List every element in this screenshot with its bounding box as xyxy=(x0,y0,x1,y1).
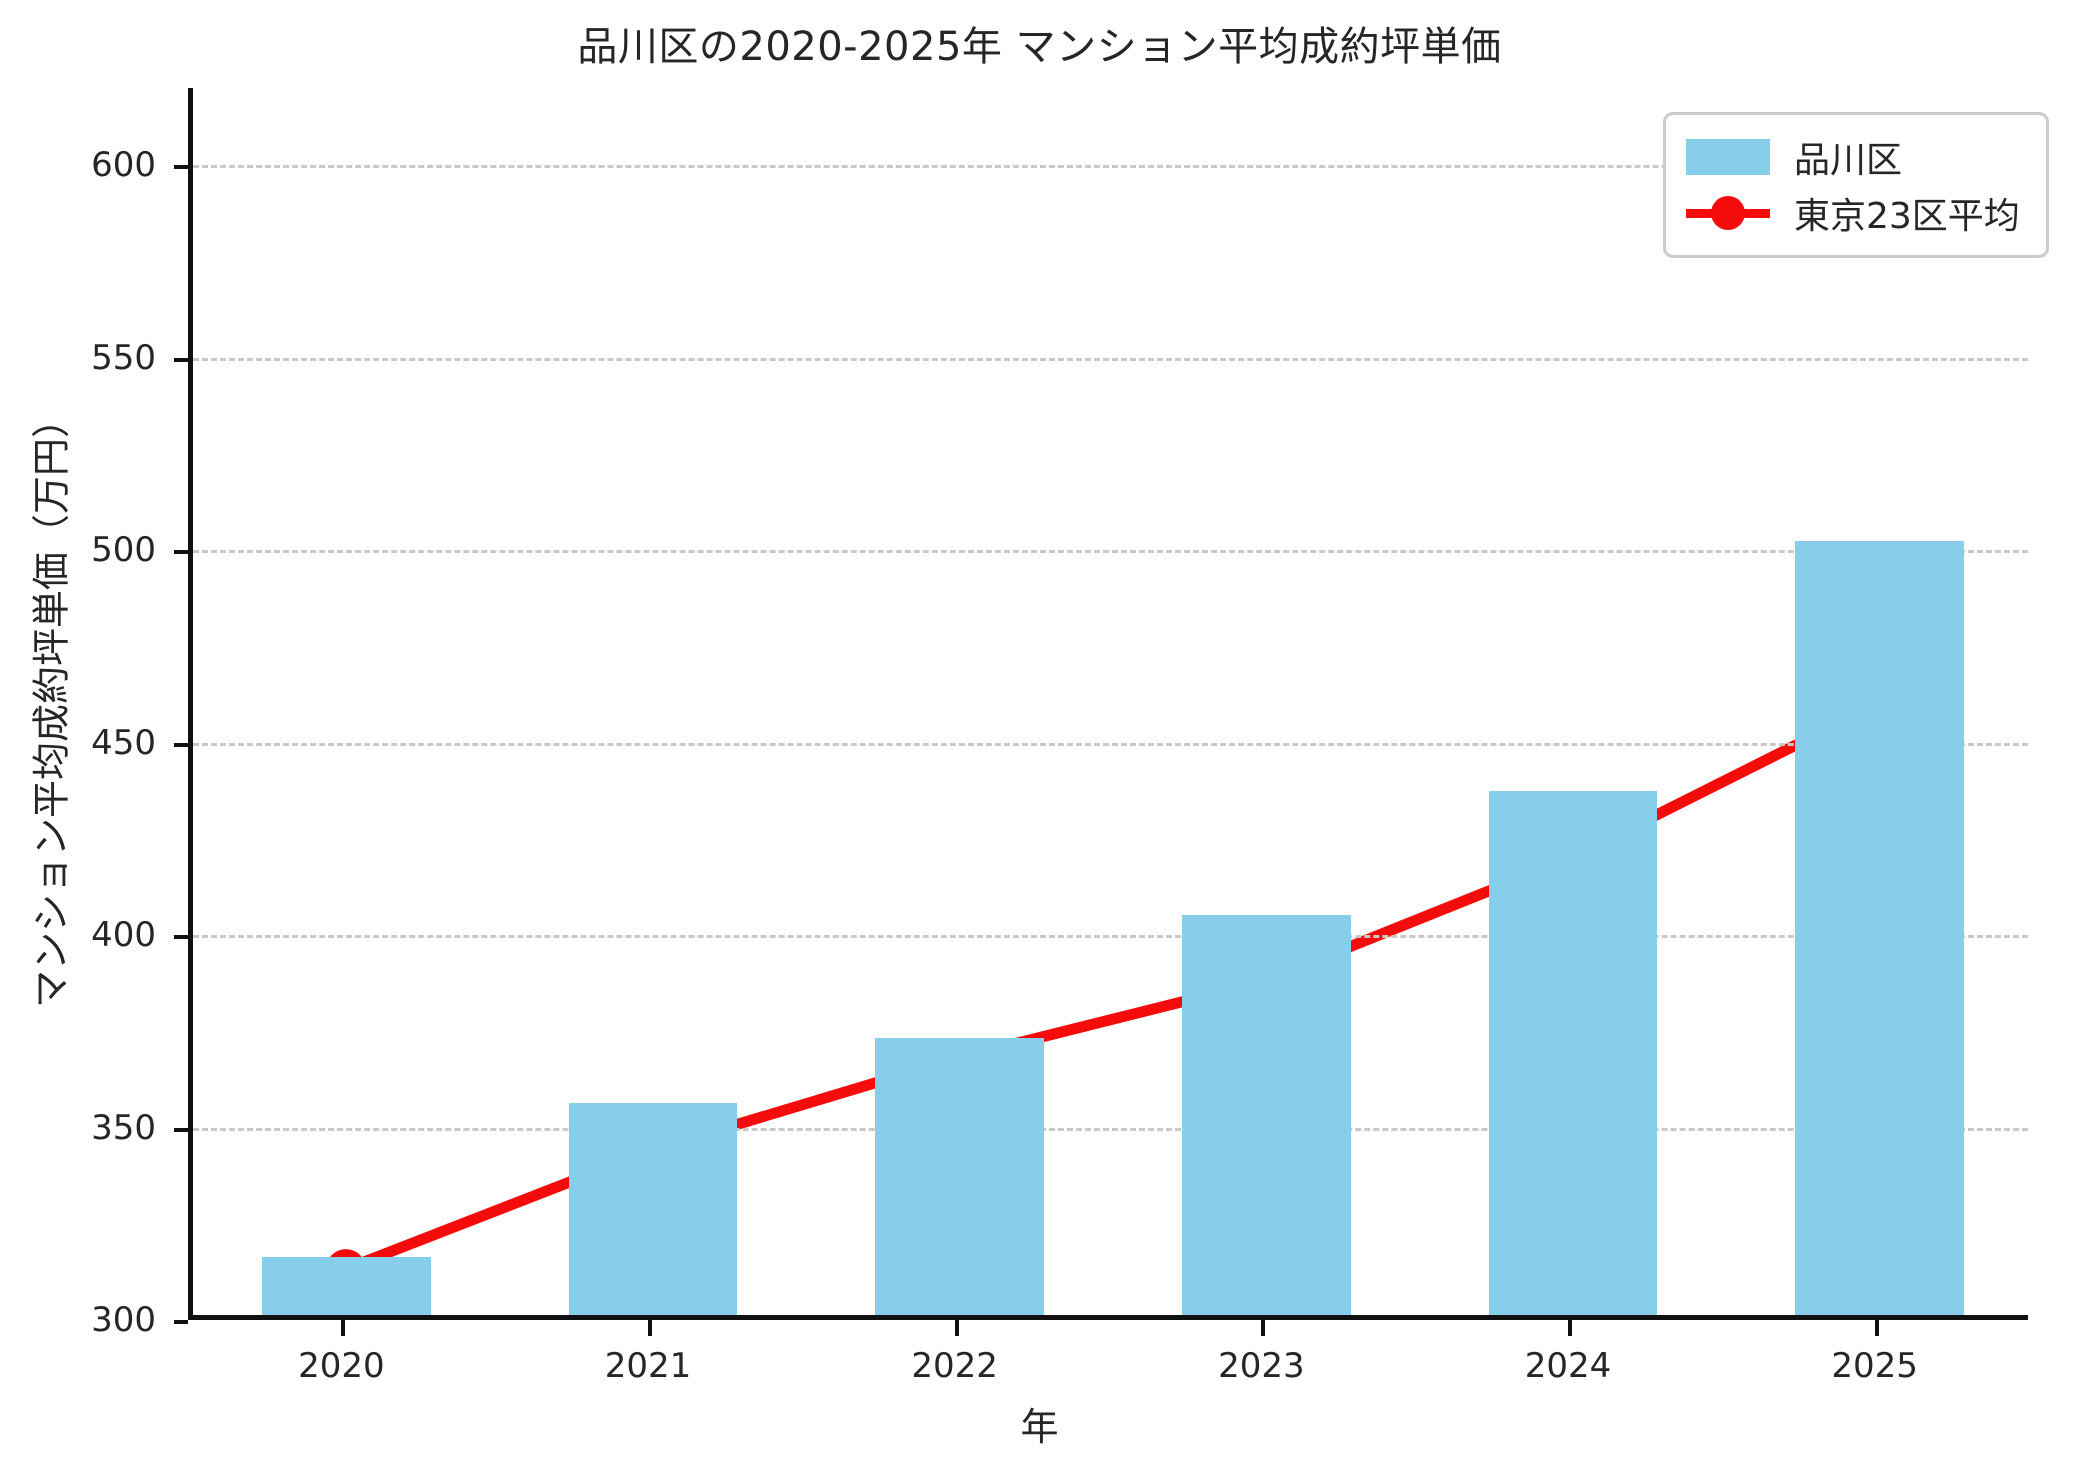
y-tick-label: 550 xyxy=(91,337,156,378)
chart-title: 品川区の2020-2025年 マンション平均成約坪単価 xyxy=(577,24,1502,70)
plot-area xyxy=(188,88,2028,1320)
legend-label: 品川区 xyxy=(1794,140,1903,181)
y-tick-label: 400 xyxy=(91,915,156,955)
gridline xyxy=(193,357,2028,361)
y-tick-mark xyxy=(174,165,188,169)
y-tick-mark xyxy=(174,742,188,747)
legend[interactable]: 品川区 東京23区平均 xyxy=(1663,112,2049,258)
legend-item-tokyo23-average[interactable]: 東京23区平均 xyxy=(1686,185,2020,241)
x-tick-label-2020: 2020 xyxy=(298,1346,385,1386)
line-marker-swatch-icon xyxy=(1686,195,1770,231)
bar-2025[interactable] xyxy=(1795,541,1964,1315)
x-tick-mark xyxy=(341,1320,346,1336)
gridline xyxy=(193,935,2028,938)
legend-label: 東京23区平均 xyxy=(1794,196,2020,237)
gridline xyxy=(193,550,2028,553)
bar-2022[interactable] xyxy=(875,1037,1044,1315)
bar-2020[interactable] xyxy=(262,1257,431,1315)
x-tick-label-2022: 2022 xyxy=(911,1346,998,1386)
y-tick-mark xyxy=(174,1320,188,1324)
x-tick-mark xyxy=(1568,1320,1572,1336)
x-tick-label-2021: 2021 xyxy=(604,1346,692,1386)
legend-item-shinagawa[interactable]: 品川区 xyxy=(1686,129,2020,185)
bar-2024[interactable] xyxy=(1488,791,1658,1315)
x-tick-label-2023: 2023 xyxy=(1218,1346,1305,1386)
series-layer xyxy=(325,685,1896,1289)
y-tick-mark xyxy=(174,357,188,362)
x-tick-mark xyxy=(954,1320,959,1336)
x-tick-mark xyxy=(1874,1320,1879,1336)
y-tick-mark xyxy=(174,550,188,554)
x-tick-label-2025: 2025 xyxy=(1831,1346,1918,1386)
x-axis-label: 年 xyxy=(1020,1405,1059,1449)
y-tick-label: 300 xyxy=(91,1300,156,1340)
y-tick-mark xyxy=(174,935,188,939)
bar-2023[interactable] xyxy=(1182,914,1351,1315)
y-tick-label: 350 xyxy=(91,1107,156,1148)
x-tick-label-2024: 2024 xyxy=(1524,1346,1612,1386)
gridline xyxy=(193,165,2028,168)
x-tick-mark xyxy=(1261,1320,1266,1336)
bar-2021[interactable] xyxy=(568,1103,738,1315)
y-tick-mark xyxy=(174,1127,188,1132)
bar-swatch-icon xyxy=(1686,139,1770,175)
gridline xyxy=(193,742,2028,746)
y-tick-label: 450 xyxy=(91,722,156,763)
x-tick-mark xyxy=(648,1320,652,1336)
y-tick-label: 500 xyxy=(91,530,156,570)
y-tick-label: 600 xyxy=(91,145,156,185)
gridline xyxy=(193,1127,2028,1131)
